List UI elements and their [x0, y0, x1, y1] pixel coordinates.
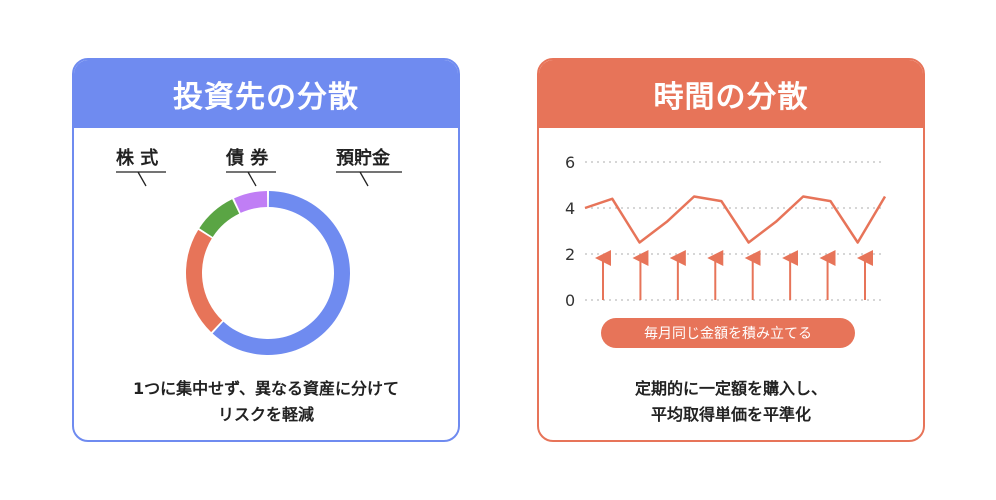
price-line	[584, 195, 887, 244]
donut-slice-0	[212, 191, 350, 355]
y-tick-label-1: 2	[565, 245, 575, 264]
label-savings-underline	[336, 171, 402, 187]
line-chart: 0 2 4 6	[565, 153, 887, 310]
y-tick-label-3: 6	[565, 153, 575, 172]
asset-diversification-title: 投資先の分散	[74, 60, 458, 128]
donut-slice-2	[199, 199, 240, 237]
label-stocks-underline	[116, 171, 166, 187]
time-diversification-body: 0 2 4 6 毎月同じ金額を積み立てる 定期的に一定額を購入し、 平均取得単価を平準…	[539, 128, 923, 440]
label-bonds-underline	[226, 171, 276, 187]
label-savings: 預貯金	[336, 147, 391, 169]
asset-diversification-card: 投資先の分散 株 式 債 券 預貯金 1つに集中せず、異なる資産に分けて リスク…	[72, 58, 460, 442]
caption-line-2: リスクを軽減	[217, 405, 314, 424]
time-diversification-caption: 定期的に一定額を購入し、 平均取得単価を平準化	[539, 376, 923, 428]
donut-slice-3	[234, 191, 268, 213]
donut-chart: 株 式 債 券 預貯金	[116, 147, 402, 355]
caption-line-1: 1つに集中せず、異なる資産に分けて	[132, 379, 399, 398]
label-stocks: 株 式	[116, 147, 158, 169]
monthly-investment-pill: 毎月同じ金額を積み立てる	[601, 318, 855, 348]
caption-line-1: 定期的に一定額を購入し、	[634, 379, 827, 398]
asset-diversification-caption: 1つに集中せず、異なる資産に分けて リスクを軽減	[74, 376, 458, 428]
y-tick-label-0: 0	[565, 291, 575, 310]
label-bonds: 債 券	[225, 147, 269, 169]
time-diversification-card: 時間の分散 0 2 4 6 毎月同じ金額を積み立てる 定期的に一定額を購入し、 平均取…	[537, 58, 925, 442]
caption-line-2: 平均取得単価を平準化	[650, 405, 811, 424]
y-tick-label-2: 4	[565, 199, 575, 218]
time-diversification-title: 時間の分散	[539, 60, 923, 128]
donut-slice-1	[186, 229, 223, 333]
asset-diversification-body: 株 式 債 券 預貯金 1つに集中せず、異なる資産に分けて リスクを軽減	[74, 128, 458, 440]
